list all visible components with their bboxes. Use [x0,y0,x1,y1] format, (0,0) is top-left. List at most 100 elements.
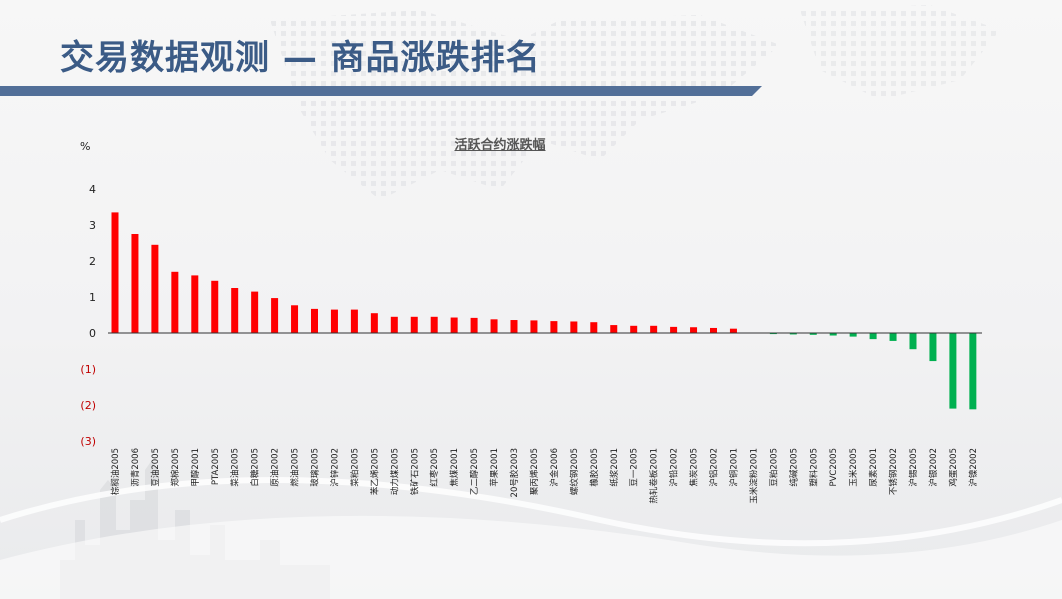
bar [630,325,638,333]
bar [510,320,518,333]
x-tick-label: PVC2005 [829,448,839,487]
x-tick-label: 玻璃2005 [310,448,321,487]
bar [271,298,279,333]
x-tick-label: 塑料2005 [808,448,819,487]
x-tick-label: 甲醇2001 [190,448,201,487]
bar [710,327,717,333]
x-tick-label: 沪铜2001 [728,448,739,487]
y-tick-label: 0 [89,327,96,340]
y-tick-label: 2 [89,255,96,268]
x-tick-label: 棕榈油2005 [110,448,121,495]
y-tick-label: 1 [89,291,96,304]
y-tick-label: 4 [89,183,96,196]
bar [690,327,698,333]
bar [729,328,737,333]
bar [829,333,837,336]
x-tick-label: 豆粕2005 [768,448,779,487]
y-tick-label: (2) [80,399,96,412]
bar [769,333,777,335]
bar [969,333,977,410]
x-tick-label: 动力煤2005 [389,448,400,495]
x-tick-label: 玉米淀粉2001 [748,448,759,504]
bar [590,322,598,333]
x-tick-label: 原油2002 [270,448,281,487]
bar [211,280,219,333]
x-tick-label: 20号胶2003 [509,448,520,497]
y-axis-unit-label: % [80,140,90,153]
bar [550,321,558,333]
bar [650,325,658,333]
x-tick-label: 铁矿石2005 [409,448,420,495]
x-tick-label: 尿素2001 [868,448,879,487]
bar [809,333,817,335]
x-tick-label: PTA2005 [211,448,221,485]
bar [291,305,299,333]
x-tick-label: 乙二醇2005 [469,448,480,495]
x-tick-label: 沪锌2002 [329,448,340,487]
bar [390,316,398,333]
x-tick-label: 沪铝2002 [709,448,720,487]
bar [251,291,259,333]
bar [889,333,897,341]
title-underline-tip [752,86,762,96]
bar [191,275,199,333]
y-tick-label: 3 [89,219,96,232]
x-tick-label: 燃油2005 [290,448,301,487]
x-tick-label: 不锈钢2002 [888,448,899,495]
x-tick-label: 鸡蛋2005 [948,448,959,487]
x-tick-label: 沪锡2005 [908,448,919,487]
bar [949,333,957,409]
x-tick-label: 白糖2005 [250,448,261,487]
bar [410,316,418,333]
bar [670,326,678,333]
bar [350,309,358,333]
x-tick-label: 豆一2005 [630,448,640,487]
title-underline-bar [0,86,752,96]
x-tick-label: 纸浆2001 [609,448,620,487]
x-tick-label: 纯碱2005 [788,448,799,487]
bar [610,325,618,333]
bar [111,212,119,333]
bar [849,333,857,337]
bar [470,317,478,333]
x-tick-label: 菜油2005 [230,448,241,487]
bar [231,288,239,333]
x-tick-label: 热轧卷板2001 [649,448,660,504]
bar [869,333,877,340]
x-tick-label: 菜粕2005 [349,448,360,487]
x-tick-label: 沪银2002 [928,448,939,487]
bar [430,316,438,333]
bar [570,321,578,333]
bar [311,308,318,333]
bar [151,244,159,333]
x-tick-label: 苯乙烯2005 [369,448,380,495]
x-tick-label: 橡胶2005 [589,448,600,487]
x-tick-label: 沪金2006 [549,448,560,487]
x-tick-label: 沪铅2002 [669,448,680,487]
page-title: 交易数据观测 — 商品涨跌排名 [60,38,541,78]
x-tick-label: 豆油2005 [150,448,161,487]
x-tick-label: 焦煤2001 [449,448,460,487]
bar [171,271,179,333]
x-tick-label: 红枣2005 [429,448,440,487]
x-tick-label: 聚丙烯2005 [529,448,540,495]
x-tick-label: 焦炭2005 [689,448,700,487]
bar [330,309,338,333]
x-tick-label: 郑棉2005 [170,448,181,487]
chart-title: 活跃合约涨跌幅 [454,138,546,153]
bar [909,333,917,350]
y-tick-label: (1) [80,363,96,376]
y-tick-label: (3) [80,435,96,448]
x-tick-label: 沪镍2002 [968,448,979,487]
bar [789,333,797,335]
bar [490,319,498,333]
x-tick-label: 沥青2006 [130,448,141,487]
x-tick-label: 螺纹钢2005 [569,448,580,495]
x-tick-label: 玉米2005 [848,448,859,487]
bar [929,333,937,362]
bar [530,320,538,333]
bar [131,234,139,333]
bar [450,317,458,333]
bar [370,313,378,333]
